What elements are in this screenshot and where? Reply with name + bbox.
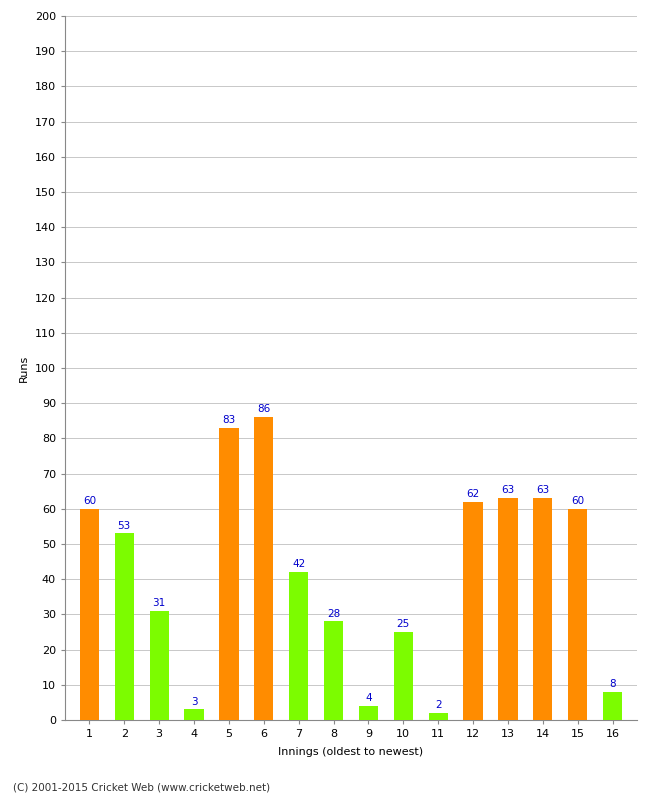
Text: 4: 4 [365,693,372,703]
Bar [219,428,239,720]
Text: 31: 31 [153,598,166,608]
Bar [289,572,308,720]
Bar [463,502,483,720]
Text: 3: 3 [190,697,198,706]
Text: 62: 62 [467,489,480,499]
Text: 63: 63 [501,486,515,495]
Text: 63: 63 [536,486,549,495]
Bar [603,692,622,720]
Text: 28: 28 [327,609,340,618]
Bar [150,611,169,720]
Bar [185,710,203,720]
Bar [533,498,552,720]
Bar [568,509,588,720]
Bar [254,418,274,720]
Y-axis label: Runs: Runs [20,354,29,382]
Text: 60: 60 [571,496,584,506]
Bar [499,498,517,720]
Bar [80,509,99,720]
Bar [359,706,378,720]
X-axis label: Innings (oldest to newest): Innings (oldest to newest) [278,747,424,758]
Text: 53: 53 [118,521,131,530]
Text: (C) 2001-2015 Cricket Web (www.cricketweb.net): (C) 2001-2015 Cricket Web (www.cricketwe… [13,782,270,792]
Text: 60: 60 [83,496,96,506]
Text: 42: 42 [292,559,306,570]
Bar [428,713,448,720]
Text: 2: 2 [435,700,441,710]
Text: 83: 83 [222,415,235,425]
Bar [394,632,413,720]
Text: 86: 86 [257,405,270,414]
Text: 8: 8 [609,679,616,689]
Text: 25: 25 [396,619,410,629]
Bar [324,622,343,720]
Bar [114,534,134,720]
